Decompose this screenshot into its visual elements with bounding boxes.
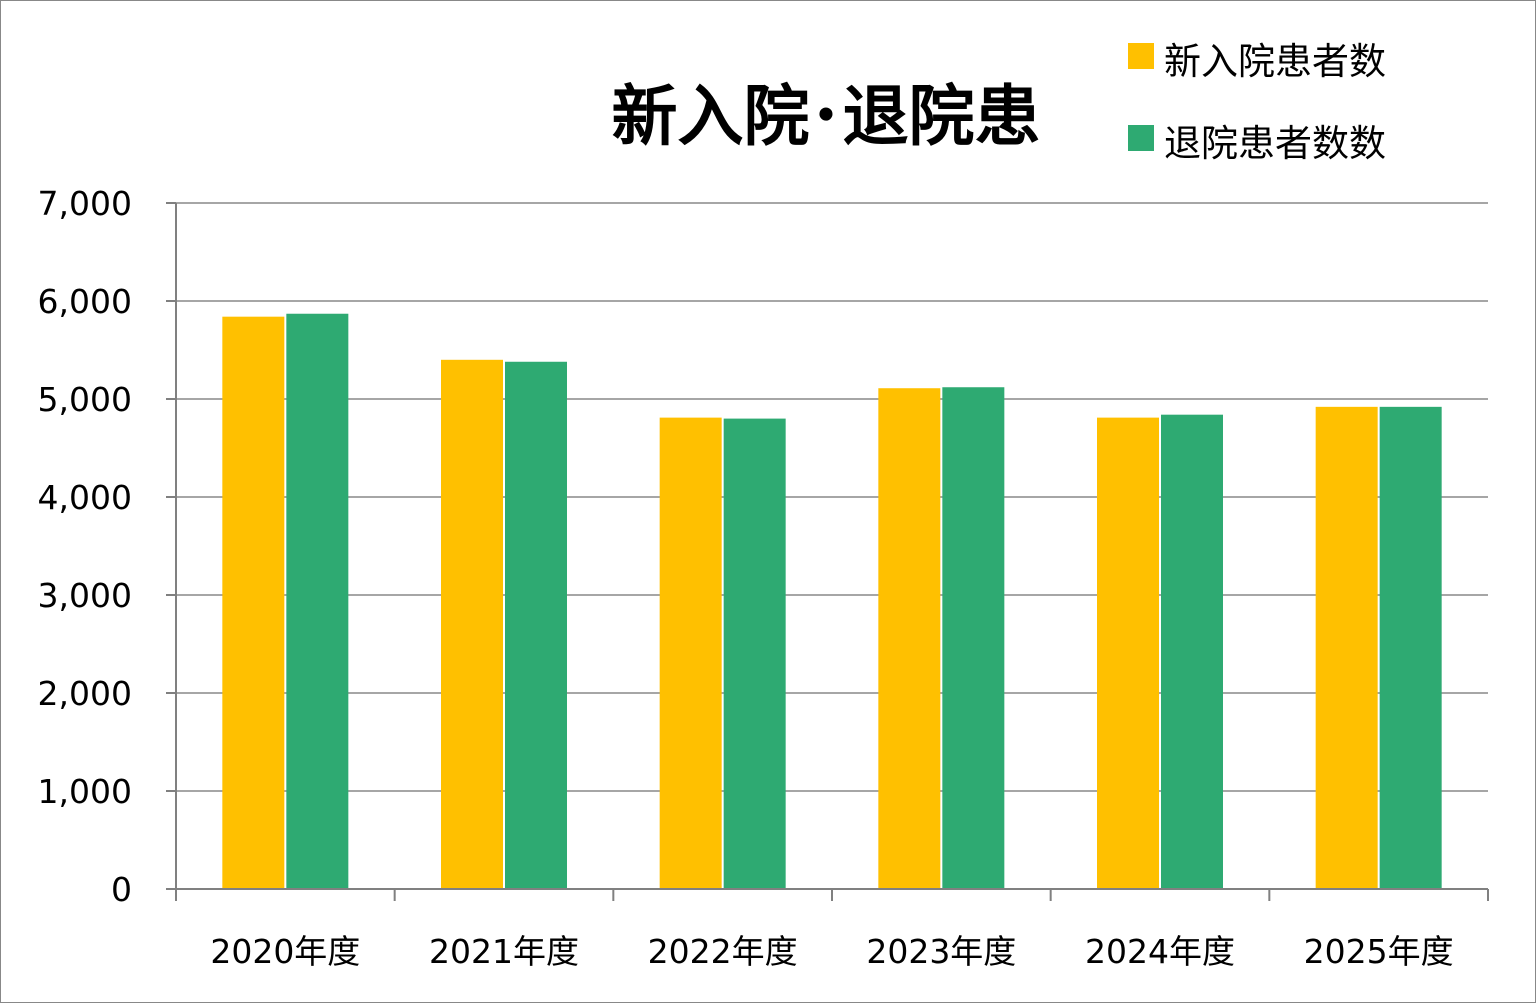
chart-title: 新入院･退院患 (612, 78, 1041, 155)
y-tick-label: 2,000 (38, 674, 132, 713)
y-tick-label: 4,000 (38, 478, 132, 517)
axes (175, 203, 1489, 901)
x-tick-label: 2022年度 (648, 932, 798, 971)
x-tick-label: 2023年度 (866, 932, 1016, 971)
bar-series-1-1 (441, 359, 503, 889)
y-tick-label: 6,000 (38, 282, 132, 321)
bar-series-2-5 (1379, 406, 1442, 889)
legend-swatch-series-2 (1128, 125, 1154, 151)
y-tick-label: 1,000 (38, 772, 132, 811)
legend-swatch-series-1 (1128, 43, 1154, 69)
y-tick-label: 3,000 (38, 576, 132, 615)
bar-series-1-2 (659, 417, 722, 889)
gridlines (166, 202, 1488, 890)
legend: 新入院患者数 退院患者数数 (1128, 40, 1386, 165)
x-tick-labels: 2020年度 2021年度 2022年度 2023年度 2024年度 2025年度 (210, 932, 1453, 971)
bars (222, 313, 1442, 889)
bar-series-2-2 (723, 418, 786, 889)
y-tick-labels: 0 1,000 2,000 3,000 4,000 5,000 6,000 7,000 (38, 184, 132, 909)
bar-series-2-4 (1161, 414, 1223, 889)
bar-series-2-0 (286, 313, 349, 889)
bar-series-2-3 (942, 387, 1005, 889)
y-tick-label: 7,000 (38, 184, 132, 223)
legend-label-series-1: 新入院患者数 (1164, 40, 1386, 83)
bar-series-1-4 (1097, 417, 1159, 889)
x-tick-label: 2021年度 (429, 932, 579, 971)
x-tick-label: 2020年度 (210, 932, 360, 971)
y-tick-label: 5,000 (38, 380, 132, 419)
bar-series-1-5 (1315, 406, 1378, 889)
x-tick-label: 2024年度 (1085, 932, 1235, 971)
bar-series-1-0 (222, 316, 285, 889)
bar-series-1-3 (878, 388, 941, 889)
y-tick-label: 0 (111, 870, 132, 909)
legend-label-series-2: 退院患者数数 (1164, 122, 1386, 165)
bar-series-2-1 (505, 361, 567, 889)
x-tick-label: 2025年度 (1304, 932, 1454, 971)
